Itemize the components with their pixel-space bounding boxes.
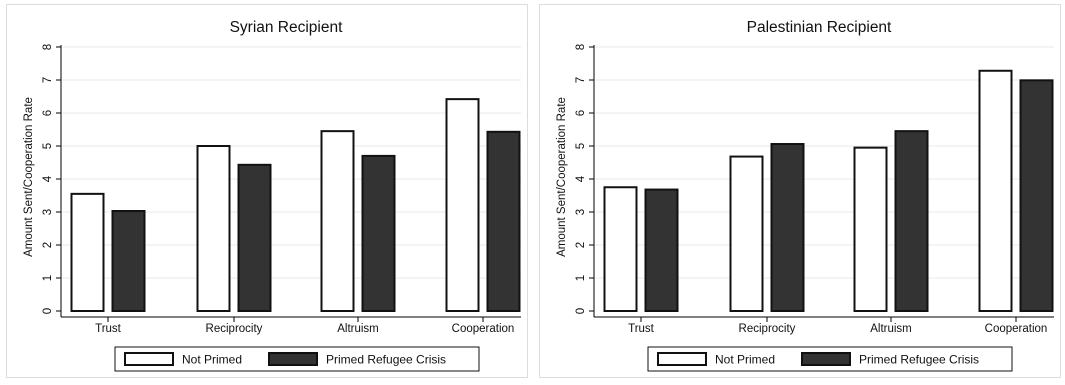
legend-key-not-primed: [124, 352, 174, 366]
y-tick-label: 6: [42, 110, 54, 116]
bar-not-primed: [445, 98, 480, 312]
bar-not-primed: [196, 145, 231, 312]
legend: Not Primed Primed Refugee Crisis: [114, 346, 480, 372]
y-tick-label: 0: [42, 308, 54, 314]
bar-primed-refugee-crisis: [486, 130, 521, 312]
y-tick-label: 6: [575, 110, 587, 116]
legend-label: Primed Refugee Crisis: [859, 353, 979, 367]
y-tick-label: 0: [575, 308, 587, 314]
y-tick-label: 1: [42, 275, 54, 281]
y-axis-title: Amount Sent/Cooperation Rate: [23, 97, 35, 257]
x-tick-label: Reciprocity: [206, 323, 263, 335]
x-tick-label: Cooperation: [452, 323, 515, 335]
legend-label: Primed Refugee Crisis: [326, 353, 446, 367]
legend-label: Not Primed: [715, 353, 775, 367]
bar-not-primed: [978, 69, 1013, 313]
bar-not-primed: [320, 130, 355, 313]
legend-label: Not Primed: [182, 353, 242, 367]
bar-not-primed: [70, 192, 105, 313]
chart-svg-0: Syrian Recipient 0 1 2 3 4 5 6 7 8 Amount Sent/Coo…: [23, 19, 521, 372]
legend-key-not-primed: [657, 352, 707, 366]
chart-panel-syrian: Syrian Recipient 0 1 2 3 4 5 6 7 8 Amount Sent/Coo…: [6, 4, 528, 378]
y-tick-label: 8: [575, 44, 587, 50]
x-tick-label: Trust: [628, 323, 655, 335]
y-tick-label: 3: [42, 209, 54, 215]
y-tick-label: 4: [42, 175, 54, 182]
chart-title: Syrian Recipient: [230, 19, 344, 36]
x-tick-label: Reciprocity: [739, 323, 796, 335]
x-tick-label: Trust: [95, 323, 122, 335]
y-tick-label: 5: [42, 143, 54, 149]
bar-not-primed: [853, 146, 888, 312]
bar-primed-refugee-crisis: [644, 188, 679, 312]
bar-not-primed: [729, 155, 764, 312]
chart-panel-palestinian: Palestinian Recipient 0 1 2 3 4 5 6 7 8 Amount Sen…: [539, 4, 1061, 378]
x-tick-label: Cooperation: [985, 323, 1048, 335]
y-tick-label: 7: [575, 77, 587, 83]
bar-primed-refugee-crisis: [237, 163, 272, 312]
legend-key-primed-refugee-crisis: [268, 352, 318, 366]
legend: Not Primed Primed Refugee Crisis: [647, 346, 1013, 372]
chart-title: Palestinian Recipient: [747, 19, 892, 36]
y-tick-label: 3: [575, 209, 587, 215]
x-tick-label: Altruism: [870, 323, 912, 335]
y-tick-label: 7: [42, 77, 54, 83]
y-tick-label: 1: [575, 275, 587, 281]
bar-primed-refugee-crisis: [361, 154, 396, 312]
y-tick-label: 2: [575, 242, 587, 248]
bar-primed-refugee-crisis: [770, 143, 805, 312]
bar-not-primed: [603, 186, 638, 312]
x-tick-label: Altruism: [337, 323, 379, 335]
legend-key-primed-refugee-crisis: [801, 352, 851, 366]
y-tick-label: 2: [42, 242, 54, 248]
y-tick-label: 4: [575, 175, 587, 182]
bar-primed-refugee-crisis: [894, 130, 929, 313]
chart-svg-1: Palestinian Recipient 0 1 2 3 4 5 6 7 8 Amount Sen…: [556, 19, 1054, 372]
y-tick-label: 5: [575, 143, 587, 149]
bar-primed-refugee-crisis: [111, 210, 146, 312]
y-tick-label: 8: [42, 44, 54, 50]
bar-primed-refugee-crisis: [1019, 79, 1054, 312]
y-axis-title: Amount Sent/Cooperation Rate: [556, 97, 568, 257]
